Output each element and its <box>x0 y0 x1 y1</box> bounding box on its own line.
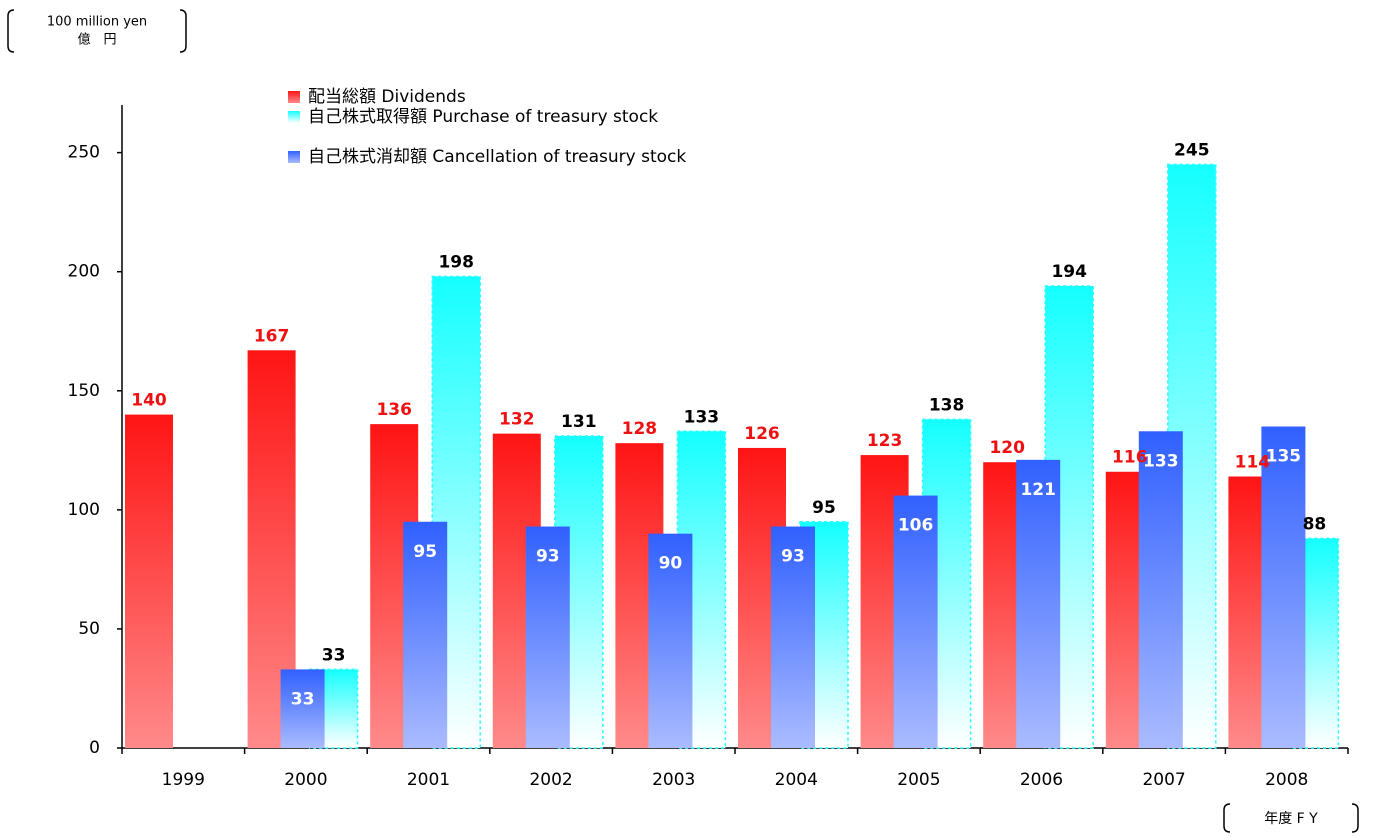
y-tick-label: 100 <box>68 500 100 520</box>
value-label: 194 <box>1051 262 1087 282</box>
value-label: 135 <box>1266 447 1302 467</box>
bar <box>648 533 693 748</box>
value-label: 133 <box>1143 451 1179 471</box>
x-tick-label: 2008 <box>1265 770 1308 790</box>
x-tick-label: 2006 <box>1020 770 1063 790</box>
x-tick-label: 2002 <box>529 770 572 790</box>
value-label: 90 <box>659 554 683 574</box>
legend-swatch <box>288 111 300 123</box>
x-tick-label: 2005 <box>897 770 940 790</box>
value-label: 93 <box>781 547 805 567</box>
value-label: 120 <box>989 438 1025 458</box>
value-label: 106 <box>898 516 934 536</box>
x-tick-label: 2004 <box>775 770 818 790</box>
legend-label: 自己株式消却額 Cancellation of treasury stock <box>308 147 686 167</box>
value-label: 133 <box>684 407 720 427</box>
unit-label: 億 円 <box>77 32 116 48</box>
bracket <box>7 9 15 53</box>
y-tick-label: 150 <box>68 381 100 401</box>
x-axis-label: 年度 F Y <box>1264 811 1318 827</box>
bar <box>771 526 815 748</box>
bracket <box>1223 803 1231 833</box>
value-label: 33 <box>291 689 315 709</box>
bar <box>1261 426 1306 748</box>
value-label: 198 <box>438 252 474 272</box>
value-label: 121 <box>1020 480 1056 500</box>
x-tick-label: 2007 <box>1142 770 1185 790</box>
value-label: 245 <box>1174 141 1210 161</box>
value-label: 131 <box>561 412 597 432</box>
unit-label: 100 million yen <box>47 15 147 30</box>
x-tick-label: 2003 <box>652 770 695 790</box>
value-label: 140 <box>131 391 167 411</box>
value-label: 88 <box>1303 514 1327 534</box>
value-label: 128 <box>622 419 658 439</box>
y-tick-label: 0 <box>89 738 100 758</box>
value-label: 123 <box>867 431 903 451</box>
value-label: 95 <box>413 542 437 562</box>
value-label: 93 <box>536 547 560 567</box>
value-label: 114 <box>1235 453 1271 473</box>
value-label: 167 <box>254 326 290 346</box>
value-label: 95 <box>812 498 836 518</box>
value-label: 132 <box>499 410 535 430</box>
bar <box>1138 431 1183 748</box>
legend-label: 自己株式取得額 Purchase of treasury stock <box>308 107 658 127</box>
y-tick-label: 250 <box>68 143 100 163</box>
bar <box>893 495 938 748</box>
legend-swatch <box>288 91 300 103</box>
value-label: 138 <box>929 395 965 415</box>
y-tick-label: 50 <box>78 619 100 639</box>
legend-label: 配当総額 Dividends <box>308 87 466 107</box>
bracket <box>1351 803 1359 833</box>
value-label: 136 <box>376 400 412 420</box>
bar <box>280 669 325 748</box>
x-tick-label: 2001 <box>407 770 450 790</box>
x-tick-label: 1999 <box>162 770 205 790</box>
value-label: 33 <box>322 645 346 665</box>
y-tick-label: 200 <box>68 262 100 282</box>
bar <box>125 414 173 748</box>
bar <box>525 526 570 748</box>
bar <box>1016 459 1061 748</box>
value-label: 116 <box>1112 448 1148 468</box>
value-label: 126 <box>744 424 780 444</box>
x-tick-label: 2000 <box>284 770 327 790</box>
bar <box>403 521 448 748</box>
bracket <box>179 9 187 53</box>
legend-swatch <box>288 151 300 163</box>
